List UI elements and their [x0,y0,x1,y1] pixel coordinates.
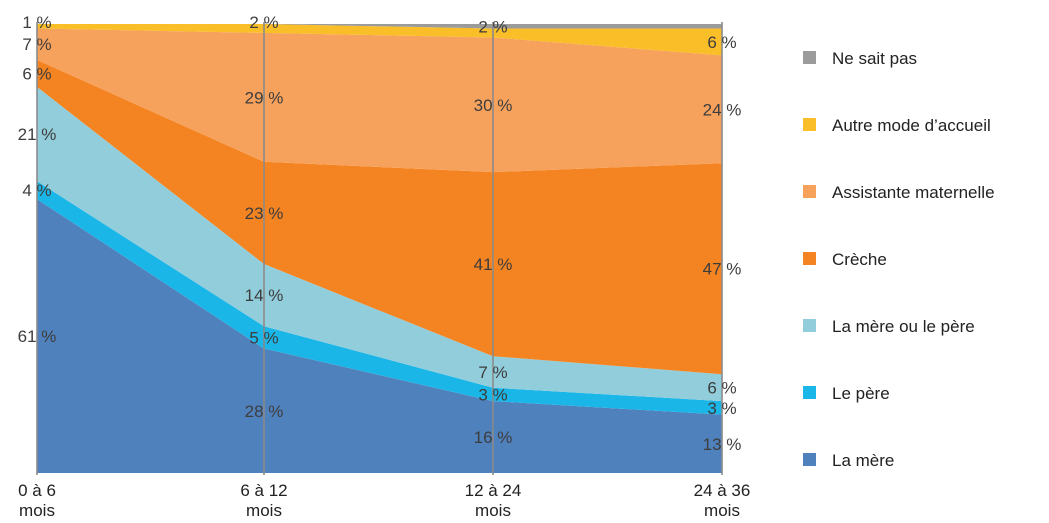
data-label: 3 % [478,385,507,404]
area-assistante-maternelle [37,28,722,173]
data-label: 7 % [22,35,51,54]
data-label: 24 % [703,100,742,119]
data-label: 5 % [249,328,278,347]
data-label: 3 % [707,399,736,418]
legend-swatch [803,386,816,399]
legend-item-la-mere: La mère [803,451,894,470]
chart-areas [37,24,722,474]
data-label: 1 % [22,13,51,32]
data-label: 28 % [245,402,284,421]
legend-item-autre-mode-d-accueil: Autre mode d’accueil [803,116,991,135]
data-label: 2 % [478,17,507,36]
x-tick-label: 24 à 36 mois [694,481,751,520]
legend: Ne sait pas Autre mode d’accueil Assistant… [803,49,995,470]
data-label: 47 % [703,260,742,279]
data-label: 41 % [474,255,513,274]
legend-label: Assistante maternelle [832,183,995,202]
x-tick-label: 12 à 24 mois [465,481,522,520]
area-la-mere-ou-le-pere [37,86,722,402]
data-label: 4 % [22,181,51,200]
legend-swatch [803,51,816,64]
legend-item-la-mere-ou-le-pere: La mère ou le père [803,317,975,336]
legend-label: Autre mode d’accueil [832,116,991,135]
data-label: 16 % [474,428,513,447]
legend-label: La mère [832,451,894,470]
data-label: 7 % [478,363,507,382]
area-le-pere [37,181,722,415]
legend-item-creche: Crèche [803,250,887,269]
data-label: 2 % [249,13,278,32]
x-tick-label: 0 à 6 mois [18,481,56,520]
data-label: 6 % [707,379,736,398]
legend-swatch [803,453,816,466]
category-gridlines [36,22,723,475]
data-label: 21 % [18,125,57,144]
legend-item-assistante-maternelle: Assistante maternelle [803,183,995,202]
legend-label: Crèche [832,250,887,269]
data-label: 6 % [707,33,736,52]
legend-swatch [803,185,816,198]
legend-item-le-pere: Le père [803,384,890,403]
x-axis: 0 à 6 mois 6 à 12 mois 12 à 24 mois 24 à 36 moi… [18,481,750,520]
data-label: 29 % [245,88,284,107]
data-label: 13 % [703,435,742,454]
data-label: 61 % [18,327,57,346]
area-la-mere [37,199,722,474]
legend-label: Ne sait pas [832,49,917,68]
data-labels: 61 % 28 % 16 % 13 % 4 % 5 % 3 % 3 % 21 % 14 % 7 % 6… [18,13,742,454]
legend-item-ne-sait-pas: Ne sait pas [803,49,917,68]
data-label: 6 % [22,64,51,83]
area-autre-mode-d-accueil [37,24,722,56]
legend-swatch [803,118,816,131]
area-ne-sait-pas [37,24,722,29]
data-label: 30 % [474,96,513,115]
data-label: 23 % [245,204,284,223]
legend-swatch [803,252,816,265]
legend-label: La mère ou le père [832,317,975,336]
data-label: 14 % [245,286,284,305]
legend-label: Le père [832,384,890,403]
x-tick-label: 6 à 12 mois [240,481,287,520]
area-creche [37,59,722,375]
legend-swatch [803,319,816,332]
